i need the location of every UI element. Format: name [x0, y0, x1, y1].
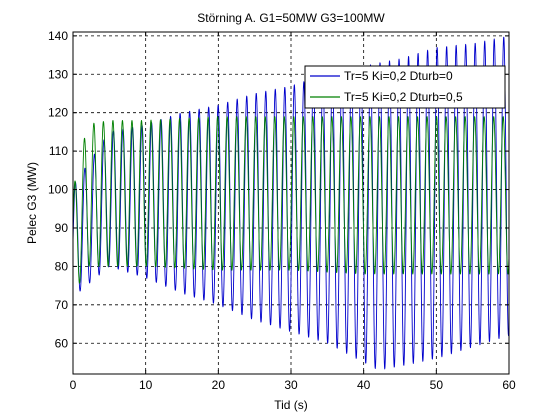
y-tick-label: 100 — [48, 183, 68, 197]
x-tick-label: 60 — [502, 378, 516, 392]
legend: Tr=5 Ki=0,2 Dturb=0 Tr=5 Ki=0,2 Dturb=0,… — [304, 65, 506, 109]
x-tick-label: 0 — [70, 378, 77, 392]
y-tick-label: 140 — [48, 29, 68, 43]
y-tick-label: 130 — [48, 67, 68, 81]
legend-box — [304, 65, 506, 109]
y-tick-label: 120 — [48, 106, 68, 120]
x-tick-label: 40 — [357, 378, 371, 392]
y-tick-label: 80 — [55, 259, 69, 273]
y-axis-title: Pelec G3 (MW) — [25, 162, 39, 244]
y-tick-label: 60 — [55, 336, 69, 350]
series-line-2 — [72, 116, 510, 284]
x-axis-title: Tid (s) — [274, 398, 308, 412]
x-tick-label: 50 — [430, 378, 444, 392]
x-tick-label: 10 — [139, 378, 153, 392]
legend-label-series-1: Tr=5 Ki=0,2 Dturb=0 — [344, 69, 453, 83]
x-tick-label: 30 — [284, 378, 298, 392]
y-tick-label: 110 — [49, 144, 68, 158]
chart-title: Störning A. G1=50MW G3=100MW — [197, 11, 385, 25]
x-tick-label: 20 — [212, 378, 226, 392]
y-tick-label: 90 — [55, 221, 69, 235]
axis-ticks: 0 10 20 30 40 50 60 60 70 80 90 100 110 120 130 140 — [48, 29, 516, 392]
y-tick-label: 70 — [55, 298, 69, 312]
legend-label-series-2: Tr=5 Ki=0,2 Dturb=0,5 — [344, 90, 463, 104]
